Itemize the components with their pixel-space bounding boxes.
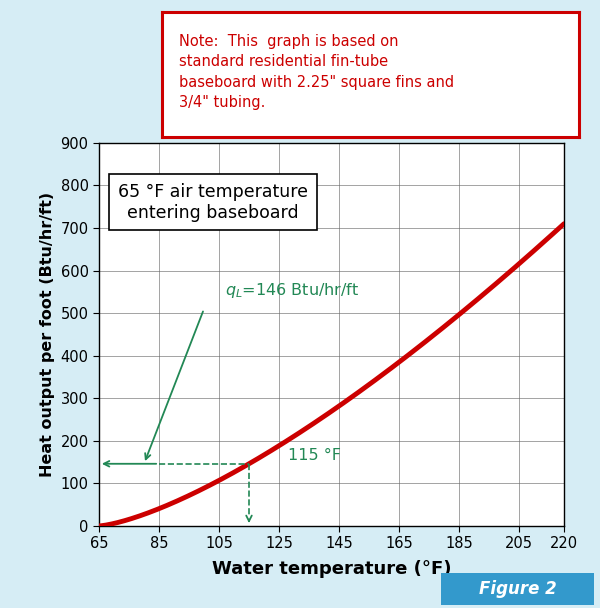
Text: Note:  This  graph is based on
standard residential fin-tube
baseboard with 2.25: Note: This graph is based on standard re…: [179, 34, 454, 110]
Text: Figure 2: Figure 2: [479, 580, 556, 598]
Text: 65 °F air temperature
entering baseboard: 65 °F air temperature entering baseboard: [118, 183, 308, 222]
X-axis label: Water temperature (°F): Water temperature (°F): [212, 560, 451, 578]
Y-axis label: Heat output per foot (Btu/hr/ft): Heat output per foot (Btu/hr/ft): [40, 192, 55, 477]
Text: 115 °F: 115 °F: [288, 448, 341, 463]
Text: $q_L$=146 Btu/hr/ft: $q_L$=146 Btu/hr/ft: [225, 282, 359, 300]
